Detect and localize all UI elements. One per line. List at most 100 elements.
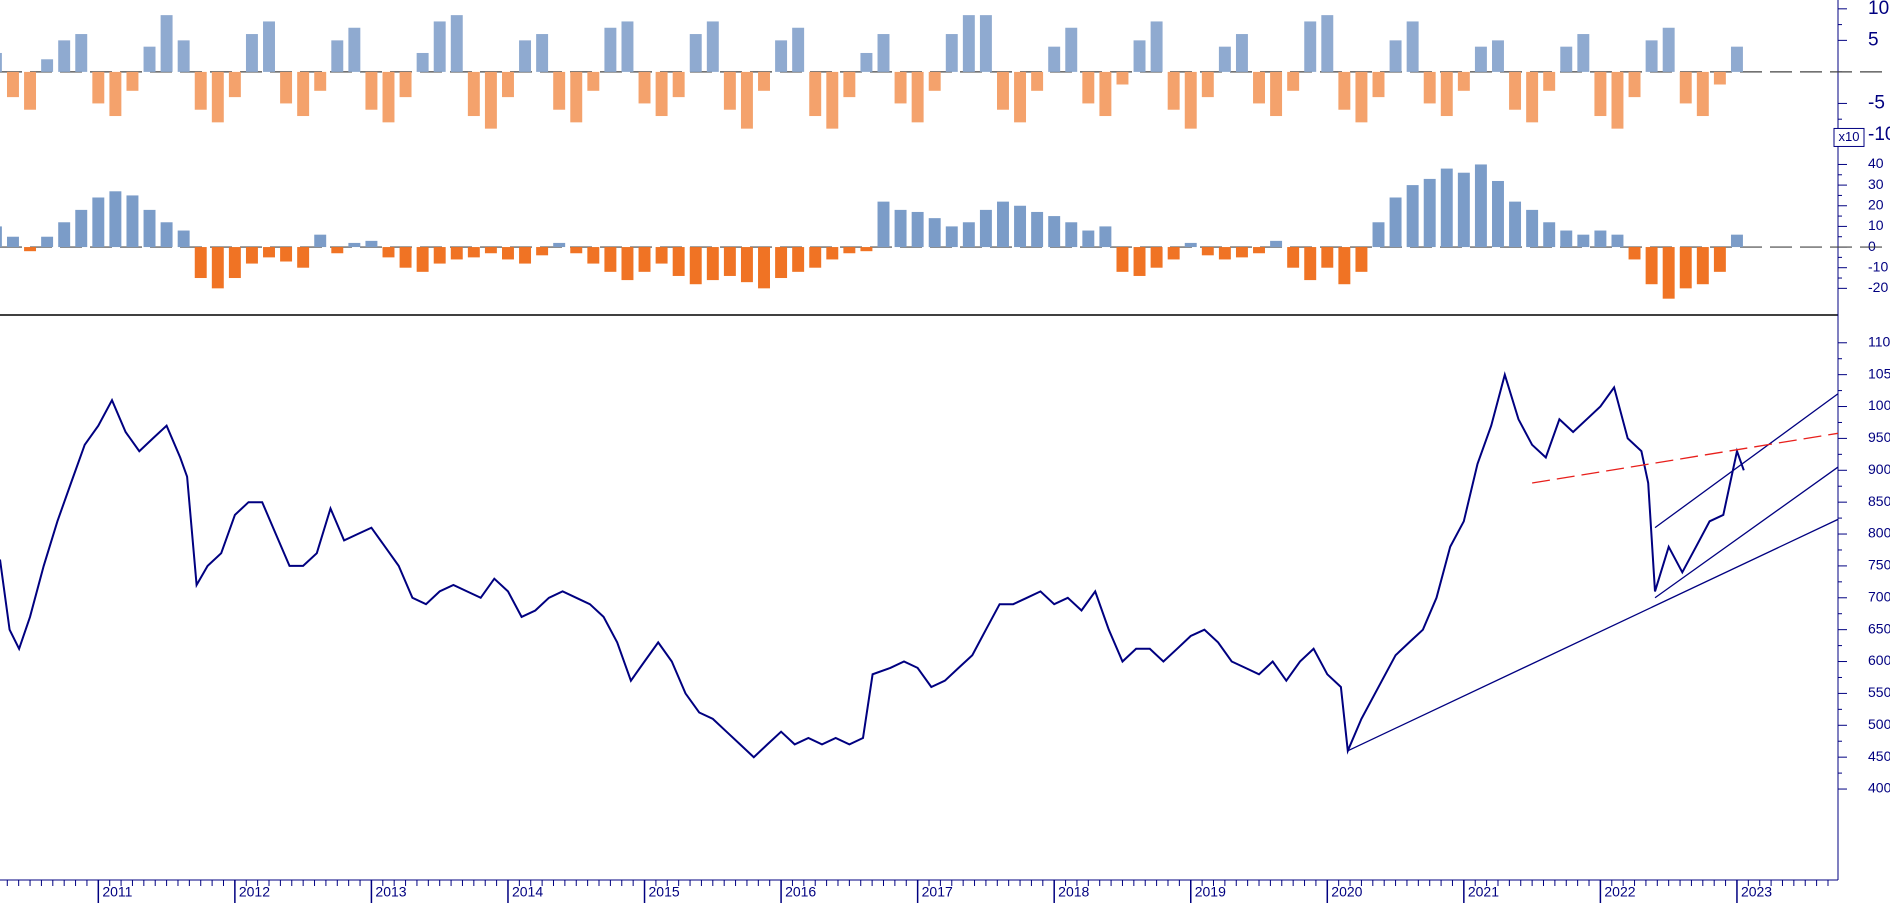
bar <box>945 34 958 72</box>
trend-line <box>1654 466 1839 599</box>
bar <box>655 71 668 117</box>
bar <box>1406 21 1419 72</box>
bar <box>24 71 37 110</box>
bar <box>1321 15 1334 72</box>
y-tick-label: 8500 <box>1868 493 1890 509</box>
bar <box>1355 71 1368 123</box>
bar <box>1184 71 1197 129</box>
bar <box>348 27 361 72</box>
bar <box>979 209 992 248</box>
bar <box>792 247 805 272</box>
bar <box>6 236 19 248</box>
y-tick-label: 7500 <box>1868 557 1890 573</box>
bar <box>245 247 258 264</box>
bar <box>1235 34 1248 72</box>
y-tick-label: 6000 <box>1868 652 1890 668</box>
x-tick-label: 2019 <box>1195 884 1226 900</box>
x-tick-label: 2015 <box>649 884 680 900</box>
bar <box>1116 247 1129 272</box>
y-tick-label: 5000 <box>1868 716 1890 732</box>
y-tick-label: 0 <box>1868 238 1876 254</box>
bar <box>177 230 190 248</box>
bar <box>1201 247 1214 256</box>
bar <box>570 247 583 254</box>
bar <box>758 247 770 289</box>
bar <box>1065 27 1078 72</box>
bar <box>689 247 702 285</box>
bar <box>1440 168 1453 248</box>
bar <box>1389 40 1402 72</box>
bar <box>1031 211 1044 248</box>
multiplier-box <box>1833 127 1865 147</box>
bar <box>58 222 71 248</box>
bar <box>1628 71 1641 98</box>
bar <box>1543 71 1556 91</box>
y-tick-label: 11000 <box>1868 333 1890 349</box>
bar <box>1560 46 1573 72</box>
y-tick-label: 40 <box>1868 155 1884 171</box>
bar <box>0 52 2 72</box>
bar <box>570 71 583 123</box>
x-tick-label: 2016 <box>785 884 816 900</box>
bar <box>536 34 549 72</box>
bar <box>365 240 378 248</box>
bar <box>723 71 736 110</box>
bar <box>58 40 71 72</box>
bar <box>1594 230 1607 248</box>
y-tick-label: -20 <box>1868 279 1888 295</box>
bar <box>1304 21 1317 72</box>
bar <box>467 247 480 258</box>
y-tick-label: 10000 <box>1868 397 1890 413</box>
bar <box>211 71 224 123</box>
bar <box>809 71 822 117</box>
bar <box>860 52 873 72</box>
bar <box>1201 71 1214 98</box>
bar <box>1713 247 1726 272</box>
bar <box>672 71 685 98</box>
bar <box>1048 46 1061 72</box>
bar <box>1577 234 1590 248</box>
bar <box>723 247 736 276</box>
x-tick-label: 2018 <box>1058 884 1089 900</box>
bar <box>894 71 907 104</box>
bar <box>0 226 2 248</box>
bar <box>1696 247 1709 285</box>
bar <box>587 247 600 264</box>
price-line <box>0 371 1745 759</box>
bar <box>775 40 788 72</box>
bar <box>245 34 258 72</box>
bar <box>1287 247 1300 268</box>
bar <box>1253 71 1265 104</box>
x-tick-label: 2014 <box>512 884 543 900</box>
bar <box>263 21 275 72</box>
y-tick-label: 5500 <box>1868 684 1890 700</box>
bar <box>860 247 873 252</box>
bar <box>1167 247 1180 260</box>
bar <box>962 15 975 72</box>
bar <box>1133 247 1146 276</box>
bar <box>843 71 856 98</box>
bar <box>416 52 429 72</box>
bar <box>638 71 651 104</box>
bar <box>24 247 37 252</box>
bar <box>1713 71 1726 85</box>
bar <box>41 236 54 248</box>
bar <box>143 209 156 248</box>
bar <box>758 71 770 91</box>
bar <box>1594 71 1607 117</box>
bar <box>1611 234 1624 248</box>
bar <box>1543 222 1556 248</box>
bar <box>228 247 241 279</box>
y-tick-label: 10 <box>1868 0 1889 19</box>
bar <box>1235 247 1248 258</box>
bar <box>894 209 907 248</box>
bar <box>519 40 532 72</box>
bar <box>1696 71 1709 117</box>
bar <box>979 15 992 72</box>
bar <box>1577 34 1590 72</box>
bar <box>297 247 310 268</box>
bar <box>1082 230 1095 248</box>
y-tick-label: -10 <box>1868 124 1890 145</box>
bar <box>382 71 395 123</box>
